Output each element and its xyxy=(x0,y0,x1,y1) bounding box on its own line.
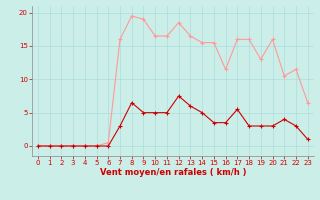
X-axis label: Vent moyen/en rafales ( km/h ): Vent moyen/en rafales ( km/h ) xyxy=(100,168,246,177)
